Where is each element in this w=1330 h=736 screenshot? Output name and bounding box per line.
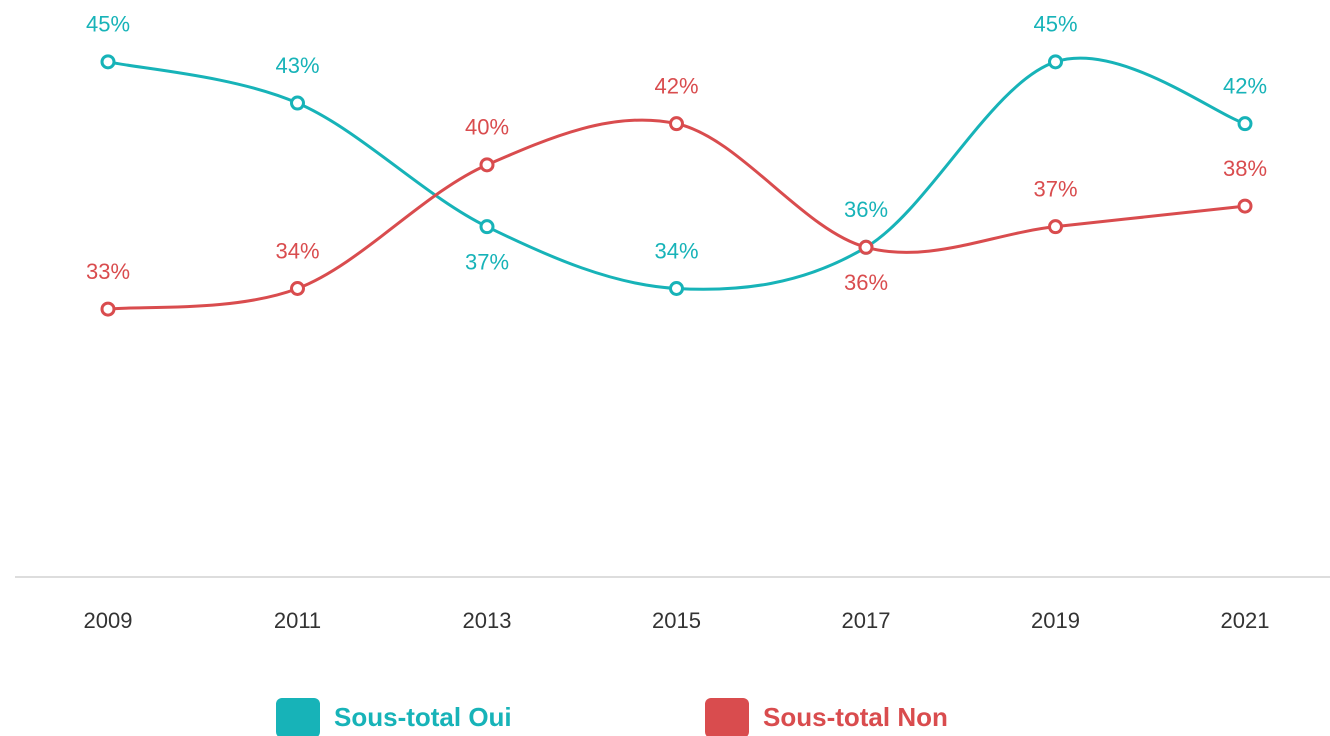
legend-swatch bbox=[705, 698, 749, 736]
point bbox=[1048, 54, 1063, 70]
value-label: 34% bbox=[275, 238, 319, 263]
value-label: 38% bbox=[1223, 156, 1267, 181]
point bbox=[290, 281, 305, 296]
value-label: 45% bbox=[1033, 12, 1077, 37]
point bbox=[479, 157, 495, 173]
point bbox=[479, 219, 495, 235]
value-label: 37% bbox=[465, 249, 509, 274]
x-tick-label: 2013 bbox=[463, 608, 512, 633]
point bbox=[669, 281, 684, 296]
point bbox=[1048, 219, 1063, 235]
x-tick-label: 2021 bbox=[1221, 608, 1270, 633]
x-tick-label: 2009 bbox=[84, 608, 133, 633]
x-tick-label: 2017 bbox=[842, 608, 891, 633]
x-tick-label: 2015 bbox=[652, 608, 701, 633]
point bbox=[669, 116, 684, 132]
value-label: 43% bbox=[275, 53, 319, 78]
point bbox=[100, 54, 116, 70]
value-label: 40% bbox=[465, 115, 509, 140]
value-label: 36% bbox=[844, 197, 888, 222]
series-line bbox=[107, 118, 1246, 311]
value-label: 42% bbox=[1223, 73, 1267, 98]
point bbox=[1237, 198, 1253, 214]
value-label: 36% bbox=[844, 270, 888, 295]
value-label: 42% bbox=[654, 73, 698, 98]
legend-swatch bbox=[276, 698, 320, 736]
value-label: 37% bbox=[1033, 176, 1077, 201]
point bbox=[290, 95, 305, 111]
x-tick-label: 2019 bbox=[1031, 608, 1080, 633]
value-label: 34% bbox=[654, 238, 698, 263]
value-label: 33% bbox=[86, 259, 130, 284]
point bbox=[100, 301, 116, 317]
legend-label: Sous-total Oui bbox=[334, 702, 512, 732]
legend-label: Sous-total Non bbox=[763, 702, 948, 732]
x-tick-label: 2011 bbox=[274, 608, 321, 633]
point bbox=[1237, 116, 1253, 132]
value-label: 45% bbox=[86, 12, 130, 37]
point bbox=[858, 239, 874, 255]
